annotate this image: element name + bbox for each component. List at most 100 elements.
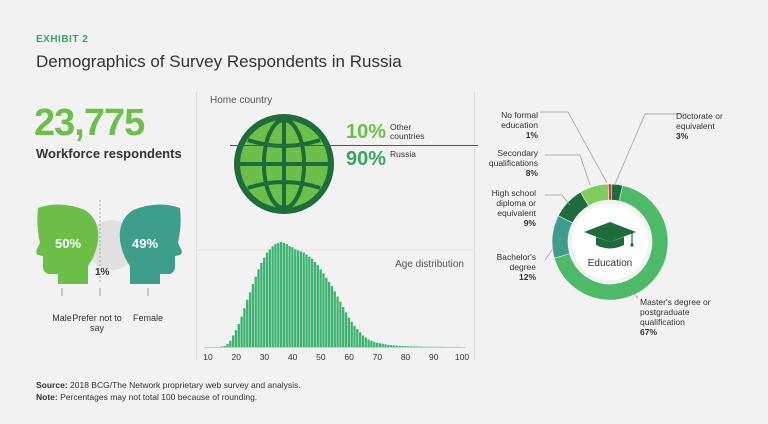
age-bar (412, 346, 415, 347)
edu-label-masters: Master's degree or postgraduate qualific… (640, 297, 718, 337)
age-bar (316, 265, 319, 347)
age-bar (234, 330, 238, 347)
age-bar (336, 296, 339, 347)
footer-note: Note: Percentages may not total 100 beca… (36, 391, 301, 403)
age-bar (384, 344, 387, 347)
age-bar (322, 273, 325, 347)
age-bar (299, 251, 303, 347)
age-tick-label: 50 (316, 352, 326, 362)
footer-source: Source: 2018 BCG/The Network proprietary… (36, 379, 301, 391)
age-bar (311, 258, 314, 347)
russia-label: Russia (390, 149, 416, 159)
female-head-icon (119, 204, 182, 284)
age-bar (398, 345, 401, 347)
graduation-cap-icon (584, 222, 636, 249)
age-bar (415, 346, 418, 347)
edu-label-high-school-name: High school diploma or equivalent (491, 188, 536, 218)
age-bar (288, 246, 291, 347)
age-bar (375, 342, 379, 347)
age-bar (395, 345, 398, 347)
divider-left (196, 92, 197, 360)
age-bar (313, 261, 317, 347)
edu-label-bachelor: Bachelor's degree 12% (486, 252, 536, 282)
age-bar (361, 335, 365, 347)
age-bar (291, 247, 294, 347)
age-bar (268, 249, 271, 347)
age-bar (296, 250, 300, 347)
gender-heads-graphic (36, 200, 182, 296)
age-bar (279, 242, 283, 347)
edu-label-no-formal: No formal education 1% (482, 110, 538, 140)
age-bar (271, 246, 274, 347)
age-bar (294, 249, 297, 347)
age-bar (302, 252, 305, 347)
age-tick-label: 60 (344, 352, 354, 362)
globe-icon (234, 114, 334, 214)
edu-label-high-school: High school diploma or equivalent 9% (478, 188, 536, 228)
education-slice (553, 185, 669, 301)
education-donut-chart (551, 183, 669, 301)
age-bar (274, 244, 277, 347)
age-bar (339, 301, 342, 347)
edu-label-doctorate-name: Doctorate or equivalent (676, 111, 723, 131)
male-pct: 50% (55, 236, 82, 251)
age-bar (231, 335, 235, 347)
respondents-count: 23,775 (34, 102, 145, 144)
age-bar (237, 323, 240, 347)
edu-label-masters-name: Master's degree or postgraduate qualific… (640, 297, 711, 327)
age-bar (223, 345, 226, 347)
education-center-label: Education (587, 258, 633, 269)
page-title: Demographics of Survey Respondents in Ru… (36, 52, 402, 71)
age-bar (240, 316, 243, 347)
footer-source-text: 2018 BCG/The Network proprietary web sur… (70, 380, 301, 390)
footer-note-text: Percentages may not total 100 because of… (60, 392, 258, 402)
age-bar (356, 329, 359, 347)
age-bar (358, 332, 362, 347)
age-bar (327, 281, 331, 347)
age-bar (353, 326, 356, 347)
footer-note-label: Note: (36, 392, 58, 402)
edu-label-high-school-pct: 9% (523, 218, 536, 228)
age-bar (246, 299, 249, 347)
age-bar (243, 308, 246, 347)
footer-source-label: Source: (36, 380, 68, 390)
age-tick-label: 70 (373, 352, 383, 362)
age-bar (254, 276, 257, 347)
respondents-label: Workforce respondents (36, 146, 182, 161)
other-countries-label: Other countries (390, 122, 425, 141)
age-tick-label: 20 (231, 352, 241, 362)
age-bar (257, 269, 260, 347)
age-bar (319, 269, 322, 347)
age-bar (390, 345, 393, 347)
age-bar (347, 317, 351, 347)
age-tick-label: 80 (401, 352, 411, 362)
education-callout-lines (540, 111, 688, 299)
globe-split-line (230, 145, 478, 146)
age-bar (364, 337, 367, 347)
age-bar (263, 257, 266, 347)
edu-label-secondary-pct: 8% (525, 168, 538, 178)
age-bar (260, 263, 263, 347)
age-bar (401, 346, 404, 347)
age-distribution-chart: 10 20 30 40 50 60 70 80 90 100 Age distribution (196, 242, 474, 362)
age-bar (367, 339, 370, 347)
edu-label-bachelor-name: Bachelor's degree (496, 252, 536, 272)
home-country-label: Home country (210, 95, 273, 106)
age-tick-label: 90 (429, 352, 439, 362)
age-bar (229, 340, 232, 347)
age-bar (342, 307, 345, 347)
age-tick-label: 40 (288, 352, 298, 362)
age-bar (409, 346, 413, 347)
age-bar (378, 343, 382, 347)
education-slice (580, 183, 609, 207)
edu-label-no-formal-name: No formal education (501, 110, 538, 130)
age-bar (248, 292, 252, 347)
age-bar (277, 243, 280, 347)
female-label: Female (132, 313, 163, 323)
other-gender-label: Prefer not to say (72, 313, 122, 333)
age-bar (282, 243, 286, 347)
other-countries-pct: 10% (346, 121, 387, 143)
age-bar (285, 244, 288, 347)
footer: Source: 2018 BCG/The Network proprietary… (36, 379, 301, 403)
male-head-icon (36, 204, 99, 284)
